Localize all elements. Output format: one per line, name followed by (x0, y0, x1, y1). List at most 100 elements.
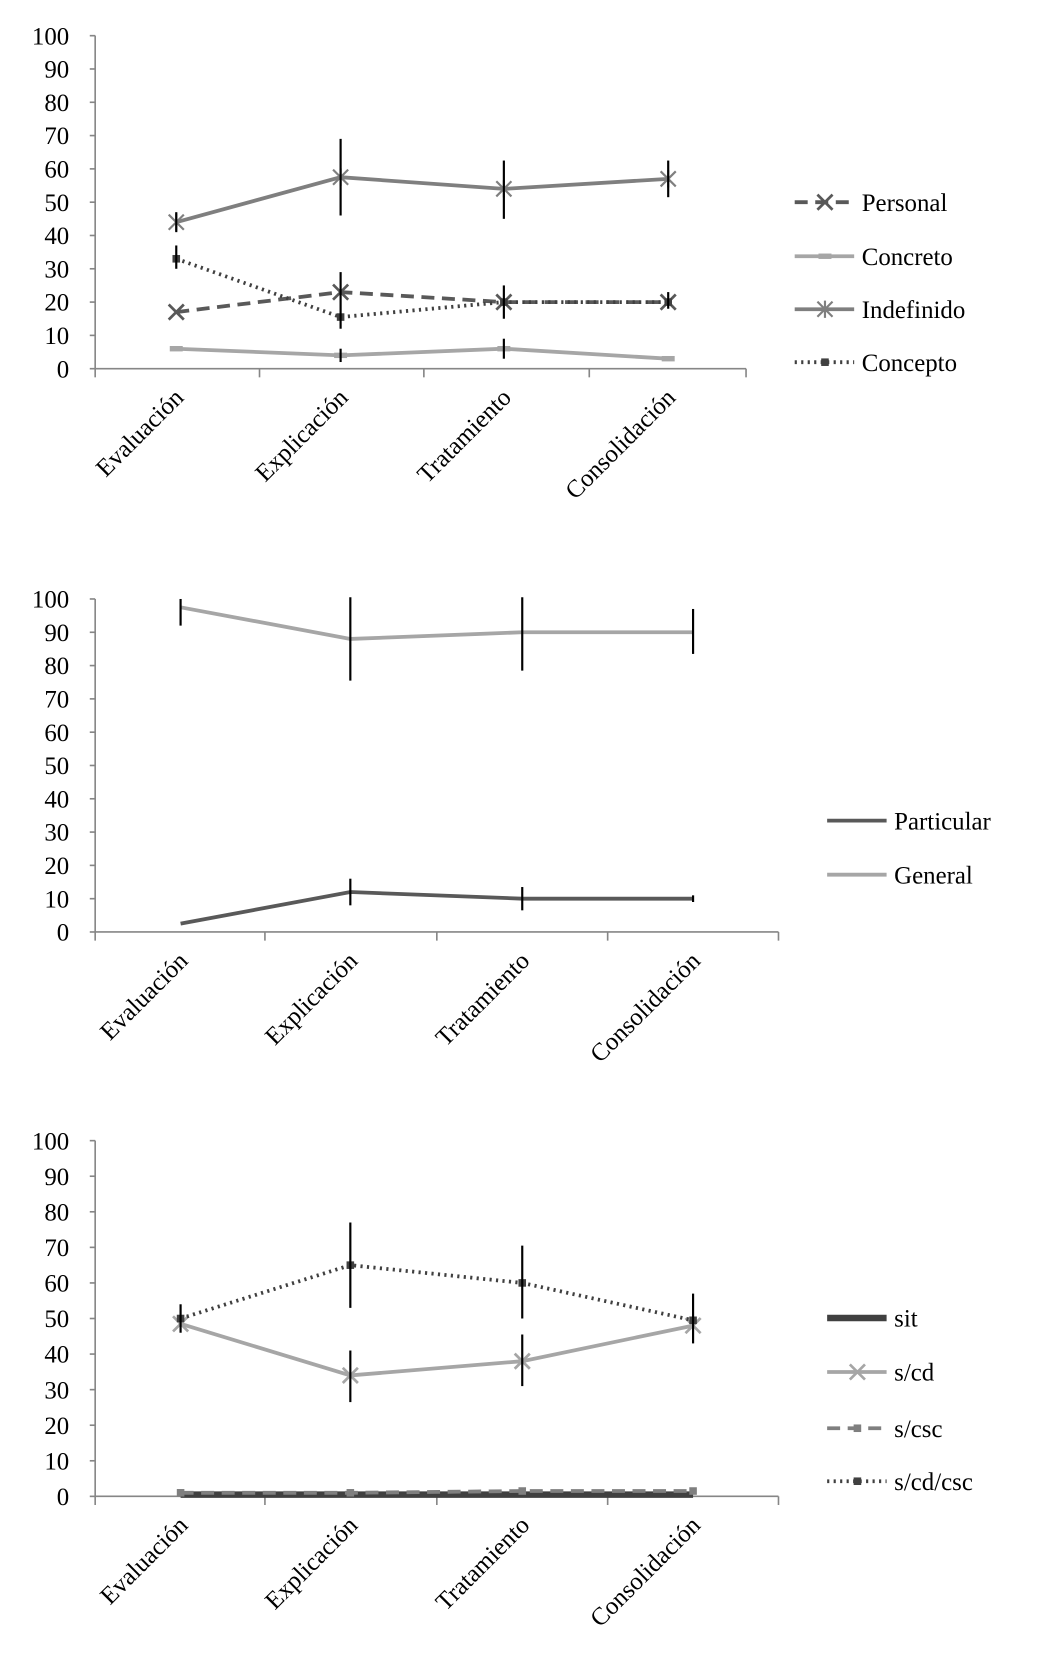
x-tick-label: Evaluación (95, 947, 194, 1046)
y-tick-label: 40 (44, 1342, 69, 1369)
legend-item: Particular (827, 808, 992, 835)
data-point (169, 346, 183, 352)
legend-marker (816, 300, 834, 318)
x-tick-label: Evaluación (91, 384, 190, 483)
y-tick-label: 30 (44, 820, 69, 847)
y-tick-label: 100 (32, 1128, 69, 1155)
legend-label: General (894, 862, 973, 889)
legend-label: s/cd/csc (894, 1469, 973, 1496)
series-personal (167, 283, 677, 321)
y-tick-label: 40 (44, 786, 69, 813)
series-line (175, 257, 669, 319)
y-tick-label: 90 (44, 1164, 69, 1191)
y-tick-label: 10 (44, 1448, 69, 1475)
chart-2: 0 10 20 30 40 50 60 70 80 90 100 Evaluación Explicac… (32, 587, 992, 1068)
y-tick-label: 30 (44, 256, 69, 283)
series-line (180, 890, 694, 926)
y-tick-label: 80 (44, 90, 69, 117)
chart-3: 0 10 20 30 40 50 60 70 80 90 100 Evaluación Explicac… (32, 1128, 973, 1632)
series-line (175, 175, 669, 224)
legend-marker (816, 193, 834, 211)
chart-1: 0 10 20 30 40 50 60 70 80 90 100 Evaluación Explicac… (32, 23, 965, 504)
series-line (180, 1322, 694, 1378)
data-point (518, 1487, 527, 1495)
legend-item: sit (827, 1306, 918, 1333)
y-tick-label: 60 (44, 157, 69, 184)
series-concepto (172, 255, 672, 321)
y-tick-label: 100 (32, 23, 69, 50)
x-tick-label: Tratamiento (412, 384, 516, 488)
y-tick-label: 70 (44, 1235, 69, 1262)
legend-item: Concreto (794, 244, 953, 271)
y-tick-label: 50 (44, 1306, 69, 1333)
x-tick-label: Consolidación (585, 1511, 706, 1632)
y-tick-label: 20 (44, 290, 69, 317)
y-tick-label: 80 (44, 653, 69, 680)
y-tick-label: 50 (44, 190, 69, 217)
y-tick-label: 60 (44, 720, 69, 747)
x-tick-label: Explicación (260, 1511, 363, 1614)
series-s-cd (172, 1315, 702, 1384)
series-s-cd-csc (176, 1261, 697, 1325)
y-tick-label: 30 (44, 1377, 69, 1404)
y-tick-label: 60 (44, 1271, 69, 1298)
y-tick-label: 50 (44, 753, 69, 780)
series-line (180, 1263, 694, 1323)
legend-label: Concreto (862, 244, 953, 271)
legend-item: Concepto (794, 350, 957, 377)
y-tick-label: 90 (44, 57, 69, 84)
legend-marker (853, 1477, 862, 1486)
series-particular (180, 890, 694, 926)
y-tick-label: 100 (32, 587, 69, 614)
x-tick-label: Explicación (250, 384, 353, 487)
series-line (180, 1489, 694, 1495)
y-tick-label: 10 (44, 886, 69, 913)
x-tick-label: Evaluación (95, 1511, 194, 1610)
legend-item: Indefinido (794, 297, 966, 324)
y-tick-label: 80 (44, 1199, 69, 1226)
x-tick-label: Consolidación (560, 384, 681, 505)
legend-item: s/cd (827, 1360, 935, 1387)
y-tick-label: 40 (44, 223, 69, 250)
series-s-csc (176, 1487, 697, 1497)
x-tick-label: Consolidación (585, 947, 706, 1068)
series-general (180, 605, 694, 641)
legend-item: s/cd/csc (827, 1469, 973, 1496)
x-tick-label: Tratamiento (431, 1512, 535, 1616)
series-line (180, 605, 694, 641)
y-tick-label: 90 (44, 620, 69, 647)
y-tick-label: 0 (57, 920, 69, 947)
data-point (346, 1489, 355, 1497)
series-line (176, 290, 669, 314)
y-tick-label: 0 (57, 1484, 69, 1511)
series-indefinido (167, 168, 677, 231)
series-concreto (169, 346, 675, 362)
legend-marker (853, 1424, 862, 1433)
y-tick-label: 20 (44, 853, 69, 880)
legend-marker (818, 253, 832, 259)
legend-label: Particular (894, 808, 991, 835)
y-tick-label: 10 (44, 323, 69, 350)
legend-marker (848, 1363, 866, 1381)
data-point (689, 1487, 697, 1495)
legend-label: Indefinido (862, 297, 966, 324)
legend-label: s/cd (894, 1360, 935, 1387)
y-tick-label: 70 (44, 123, 69, 150)
data-point (176, 1489, 185, 1497)
legend-label: Personal (862, 190, 948, 217)
series-line (176, 346, 669, 361)
data-point (167, 303, 185, 321)
legend-label: sit (894, 1306, 918, 1333)
y-tick-label: 20 (44, 1413, 69, 1440)
y-tick-label: 0 (57, 356, 69, 383)
y-tick-label: 70 (44, 687, 69, 714)
legend-label: s/csc (894, 1416, 942, 1443)
data-point (661, 355, 675, 362)
legend-item: Personal (794, 190, 948, 217)
x-tick-label: Explicación (260, 947, 363, 1050)
legend-label: Concepto (862, 350, 957, 377)
x-tick-label: Tratamiento (431, 947, 535, 1051)
legend-marker (821, 358, 829, 366)
legend-item: s/csc (827, 1416, 942, 1443)
